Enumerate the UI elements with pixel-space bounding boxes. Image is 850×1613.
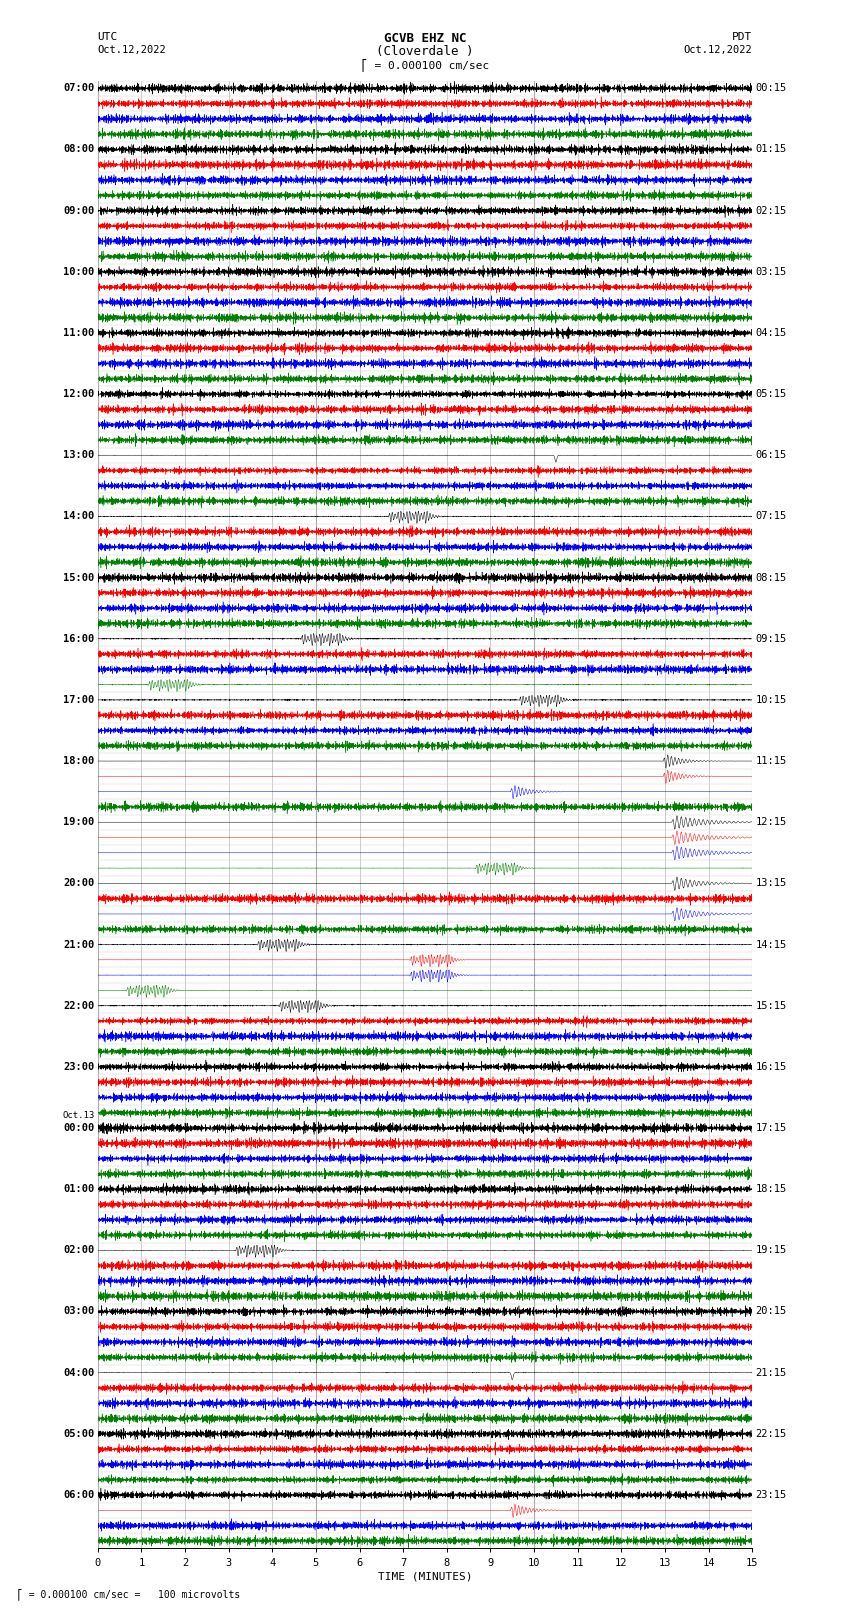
- Text: 06:00: 06:00: [63, 1490, 94, 1500]
- Text: 22:15: 22:15: [756, 1429, 787, 1439]
- Text: 14:00: 14:00: [63, 511, 94, 521]
- Text: 01:15: 01:15: [756, 145, 787, 155]
- Text: PDT: PDT: [732, 32, 752, 42]
- Text: 06:15: 06:15: [756, 450, 787, 460]
- Text: 11:00: 11:00: [63, 327, 94, 339]
- Text: 20:00: 20:00: [63, 879, 94, 889]
- X-axis label: TIME (MINUTES): TIME (MINUTES): [377, 1571, 473, 1582]
- Text: UTC: UTC: [98, 32, 118, 42]
- Text: 23:15: 23:15: [756, 1490, 787, 1500]
- Text: 22:00: 22:00: [63, 1000, 94, 1011]
- Text: 08:00: 08:00: [63, 145, 94, 155]
- Text: 03:00: 03:00: [63, 1307, 94, 1316]
- Text: (Cloverdale ): (Cloverdale ): [377, 45, 473, 58]
- Text: 16:15: 16:15: [756, 1061, 787, 1073]
- Text: 11:15: 11:15: [756, 756, 787, 766]
- Text: Oct.13: Oct.13: [62, 1111, 94, 1121]
- Text: 21:00: 21:00: [63, 939, 94, 950]
- Text: 07:00: 07:00: [63, 84, 94, 94]
- Text: 04:00: 04:00: [63, 1368, 94, 1378]
- Text: 14:15: 14:15: [756, 939, 787, 950]
- Text: 19:00: 19:00: [63, 818, 94, 827]
- Text: 12:15: 12:15: [756, 818, 787, 827]
- Text: 05:15: 05:15: [756, 389, 787, 398]
- Text: 08:15: 08:15: [756, 573, 787, 582]
- Text: Oct.12,2022: Oct.12,2022: [683, 45, 752, 55]
- Text: 20:15: 20:15: [756, 1307, 787, 1316]
- Text: 05:00: 05:00: [63, 1429, 94, 1439]
- Text: 23:00: 23:00: [63, 1061, 94, 1073]
- Text: 15:00: 15:00: [63, 573, 94, 582]
- Text: ⎡ = 0.000100 cm/sec: ⎡ = 0.000100 cm/sec: [361, 58, 489, 71]
- Text: 00:00: 00:00: [63, 1123, 94, 1132]
- Text: 02:15: 02:15: [756, 205, 787, 216]
- Text: Oct.12,2022: Oct.12,2022: [98, 45, 167, 55]
- Text: 00:15: 00:15: [756, 84, 787, 94]
- Text: 10:00: 10:00: [63, 266, 94, 277]
- Text: 12:00: 12:00: [63, 389, 94, 398]
- Text: ⎡ = 0.000100 cm/sec =   100 microvolts: ⎡ = 0.000100 cm/sec = 100 microvolts: [17, 1589, 241, 1600]
- Text: 04:15: 04:15: [756, 327, 787, 339]
- Text: 01:00: 01:00: [63, 1184, 94, 1194]
- Text: 13:00: 13:00: [63, 450, 94, 460]
- Text: 19:15: 19:15: [756, 1245, 787, 1255]
- Text: 07:15: 07:15: [756, 511, 787, 521]
- Text: 13:15: 13:15: [756, 879, 787, 889]
- Text: 18:15: 18:15: [756, 1184, 787, 1194]
- Text: 17:00: 17:00: [63, 695, 94, 705]
- Text: 09:15: 09:15: [756, 634, 787, 644]
- Text: 02:00: 02:00: [63, 1245, 94, 1255]
- Text: 18:00: 18:00: [63, 756, 94, 766]
- Text: 03:15: 03:15: [756, 266, 787, 277]
- Text: 10:15: 10:15: [756, 695, 787, 705]
- Text: 09:00: 09:00: [63, 205, 94, 216]
- Text: 17:15: 17:15: [756, 1123, 787, 1132]
- Text: GCVB EHZ NC: GCVB EHZ NC: [383, 32, 467, 45]
- Text: 16:00: 16:00: [63, 634, 94, 644]
- Text: 15:15: 15:15: [756, 1000, 787, 1011]
- Text: 21:15: 21:15: [756, 1368, 787, 1378]
